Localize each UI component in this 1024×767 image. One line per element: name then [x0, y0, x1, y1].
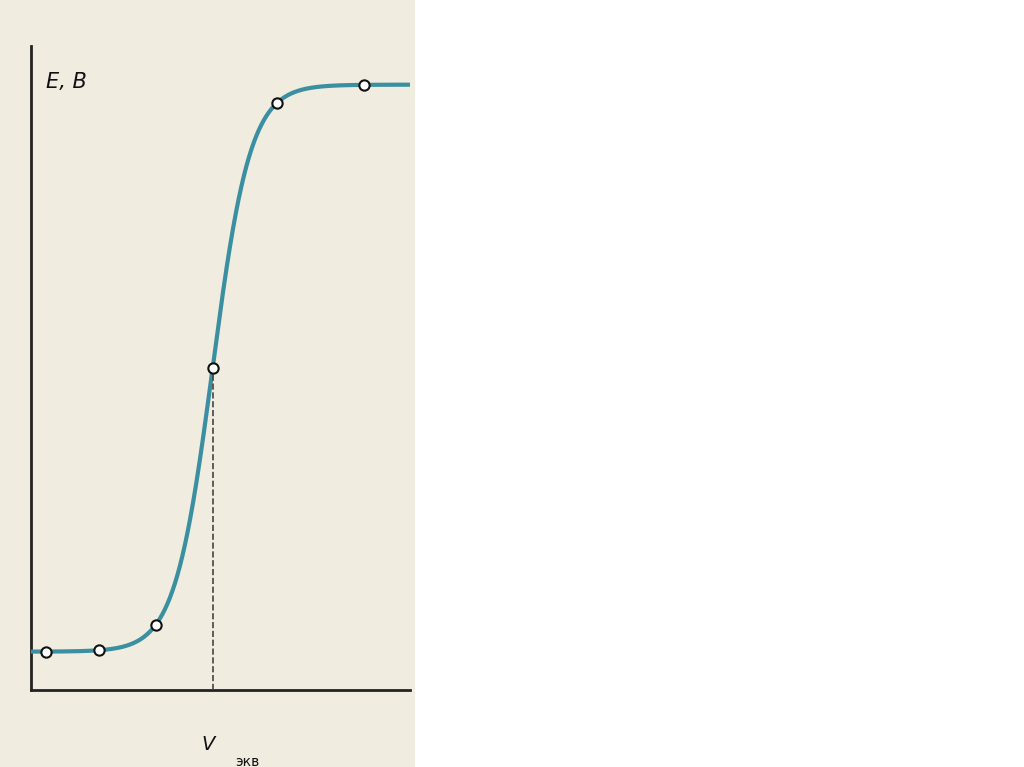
Text: титрование используют для: титрование используют для: [512, 90, 927, 118]
Point: [91, 644, 108, 657]
Point: [356, 79, 373, 91]
Text: прилитого титранта, и: прилитого титранта, и: [539, 701, 900, 729]
Text: Строят кривую титрования:: Строят кривую титрования:: [497, 535, 942, 564]
Text: находят: находят: [653, 756, 785, 767]
Text: V, мл: V, мл: [425, 713, 472, 732]
Text: т.к. его φ зависит от рН.: т.к. его φ зависит от рН.: [541, 476, 898, 505]
Text: титрование: титрование: [603, 90, 788, 118]
Point: [205, 362, 221, 374]
Text: стеклянный,: стеклянный,: [627, 421, 812, 449]
Point: [38, 645, 54, 657]
Text: экв: экв: [236, 755, 259, 767]
Text: определения: определения: [623, 145, 816, 173]
Point: [147, 619, 164, 631]
Text: график зависимости ЭДС от: график зависимости ЭДС от: [495, 591, 944, 619]
Text: электрода применяют: электрода применяют: [555, 366, 884, 394]
Text: точки эквивалентности: точки эквивалентности: [522, 200, 916, 229]
Point: [268, 97, 285, 109]
Text: E, B: E, B: [46, 72, 87, 92]
Text: $V$: $V$: [201, 736, 217, 755]
Text: В качестве индикаторного: В качестве индикаторного: [523, 311, 915, 339]
Text: Потенциометрическое: Потенциометрическое: [538, 35, 901, 63]
Text: объёма (V): объёма (V): [631, 646, 808, 674]
Text: в титриметрическом анализе.: в титриметрическом анализе.: [499, 255, 940, 284]
